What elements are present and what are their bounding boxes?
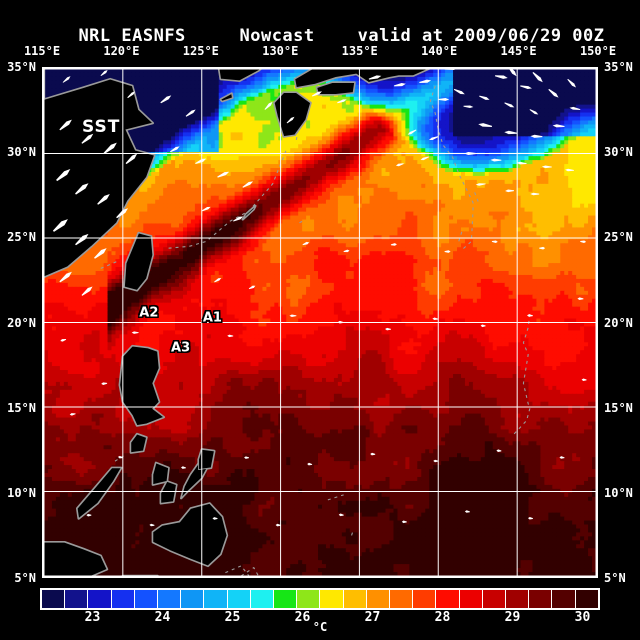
run-type: Nowcast [239,26,315,46]
colorbar-cell [320,590,344,608]
colorbar-cell [42,590,66,608]
colorbar-cell [181,590,205,608]
colorbar-tick: 28 [434,610,451,625]
lat-tick-label-right: 15°N [604,400,633,415]
lon-tick-label: 115°E [23,44,61,58]
lon-tick-label: 120°E [103,44,140,58]
colorbar-tick: 26 [294,610,311,625]
colorbar-cell [552,590,576,608]
colorbar-cell [227,590,251,608]
lat-tick-label-left: 30°N [7,145,36,160]
colorbar-cell [111,590,135,608]
colorbar-cell [482,590,507,608]
colorbar-cell [366,590,391,608]
colorbar-cell [274,590,298,608]
colorbar-tick: 30 [574,610,591,625]
land-layer [44,69,430,576]
colorbar-cell [529,590,553,608]
lat-tick-label-right: 30°N [604,145,633,160]
colorbar-tick: 27 [364,610,381,625]
lat-tick-label-right: 20°N [604,315,633,330]
lat-tick-label-left: 15°N [7,400,36,415]
colorbar-cell [506,590,530,608]
lat-tick-label-left: 20°N [7,315,36,330]
longitude-axis: 115°E 120°E 125°E 130°E 135°E 140°E 145°E 150°E [0,44,640,60]
colorbar-units-label: °C [312,620,328,634]
colorbar-cell [343,590,367,608]
lat-tick-label-right: 35°N [604,60,633,74]
colorbar-cell [459,590,483,608]
colorbar-cell [575,590,598,608]
lat-tick-label-right: 10°N [604,485,633,500]
colorbar-cell [390,590,414,608]
colorbar-cell [88,590,112,608]
model-name: NRL EASNFS [78,26,186,46]
colorbar-tick: 29 [504,610,521,625]
colorbar-cell [65,590,89,608]
colorbar-cell [413,590,437,608]
valid-time: valid at 2009/06/29 00Z [357,26,605,46]
lat-tick-label-left: 35°N [7,60,36,74]
colorbar-cell [204,590,228,608]
lat-tick-label-right: 25°N [604,230,633,245]
lon-tick-label: 140°E [421,44,458,58]
lon-tick-label: 135°E [341,44,378,58]
colorbar-tick: 24 [154,610,171,625]
colorbar-cell [297,590,321,608]
lon-tick-label: 125°E [182,44,219,58]
lon-tick-label: 130°E [262,44,299,58]
lat-tick-label-left: 25°N [7,230,36,245]
lon-tick-label: 145°E [500,44,537,58]
colorbar [40,588,600,610]
colorbar-cell [134,590,159,608]
lon-tick-label: 150°E [579,44,617,58]
sst-color-field [44,69,596,576]
figure-title: NRL EASNFS Nowcast valid at 2009/06/29 0… [0,6,640,46]
colorbar-tick: 25 [224,610,241,625]
sst-heatmap [44,69,596,576]
lat-tick-label-left: 5°N [14,571,36,585]
lat-tick-label-right: 5°N [604,571,626,585]
gridline-layer [44,69,596,576]
lat-tick-label-left: 10°N [7,485,36,500]
colorbar-cell [250,590,275,608]
colorbar-cell [158,590,182,608]
map-plot-area: SST A2 A1 A3 [42,67,598,578]
colorbar-tick: 23 [84,610,101,625]
colorbar-cell [436,590,460,608]
current-vector-layer [52,69,587,527]
